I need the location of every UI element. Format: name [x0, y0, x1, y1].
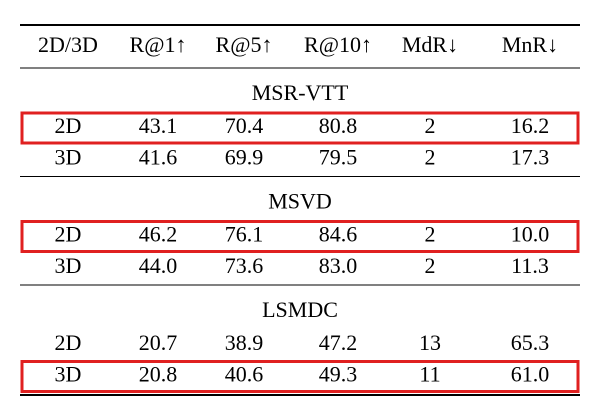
cell: 17.3: [511, 145, 550, 170]
section-title: MSVD: [268, 189, 332, 214]
section-title: LSMDC: [262, 297, 338, 322]
header-cell: R@10↑: [304, 32, 372, 57]
cell: 11: [419, 362, 440, 387]
cell: 10.0: [511, 222, 550, 247]
header-cell: MdR↓: [402, 32, 458, 57]
cell: 69.9: [225, 145, 264, 170]
cell: 76.1: [225, 222, 264, 247]
cell: 70.4: [225, 113, 264, 138]
cell: 79.5: [319, 145, 358, 170]
cell: 2: [425, 113, 436, 138]
cell: 20.7: [139, 330, 178, 355]
cell: 44.0: [139, 253, 178, 278]
cell: 40.6: [225, 362, 264, 387]
highlight-box: [20, 111, 580, 145]
cell: 65.3: [511, 330, 550, 355]
cell: 38.9: [225, 330, 264, 355]
cell: 61.0: [511, 362, 550, 387]
cell: 3D: [55, 362, 82, 387]
highlight-box: [20, 220, 580, 253]
cell: 73.6: [225, 253, 264, 278]
cell: 43.1: [139, 113, 178, 138]
cell: 83.0: [319, 253, 358, 278]
header-cell: 2D/3D: [38, 32, 98, 57]
cell: 3D: [55, 145, 82, 170]
cell: 20.8: [139, 362, 178, 387]
header-cell: R@1↑: [130, 32, 187, 57]
cell: 2D: [55, 330, 82, 355]
cell: 16.2: [511, 113, 550, 138]
cell: 13: [419, 330, 441, 355]
header-cell: R@5↑: [216, 32, 273, 57]
cell: 2: [425, 145, 436, 170]
section-title: MSR-VTT: [252, 80, 349, 105]
cell: 47.2: [319, 330, 358, 355]
cell: 11.3: [511, 253, 549, 278]
cell: 2D: [55, 222, 82, 247]
cell: 46.2: [139, 222, 178, 247]
cell: 49.3: [319, 362, 358, 387]
cell: 84.6: [319, 222, 358, 247]
cell: 2: [425, 222, 436, 247]
cell: 41.6: [139, 145, 178, 170]
cell: 80.8: [319, 113, 358, 138]
highlight-box: [20, 360, 580, 393]
header-cell: MnR↓: [502, 32, 558, 57]
cell: 2D: [55, 113, 82, 138]
cell: 2: [425, 253, 436, 278]
cell: 3D: [55, 253, 82, 278]
